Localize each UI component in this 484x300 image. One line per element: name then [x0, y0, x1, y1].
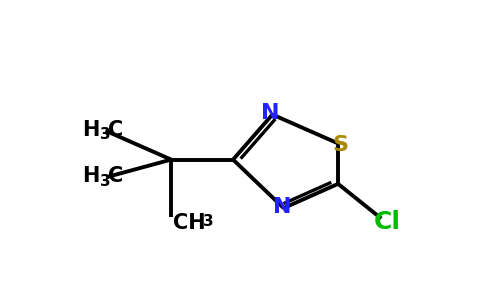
Text: 3: 3 [100, 128, 110, 142]
Text: N: N [261, 103, 280, 123]
Text: 3: 3 [203, 214, 213, 229]
Text: S: S [332, 135, 348, 155]
Text: 3: 3 [100, 174, 110, 189]
Text: C: C [108, 166, 123, 186]
Text: Cl: Cl [373, 210, 400, 234]
Text: H: H [82, 166, 100, 186]
Text: CH: CH [173, 213, 206, 233]
Text: N: N [272, 197, 291, 217]
Text: H: H [82, 120, 100, 140]
Text: C: C [108, 120, 123, 140]
